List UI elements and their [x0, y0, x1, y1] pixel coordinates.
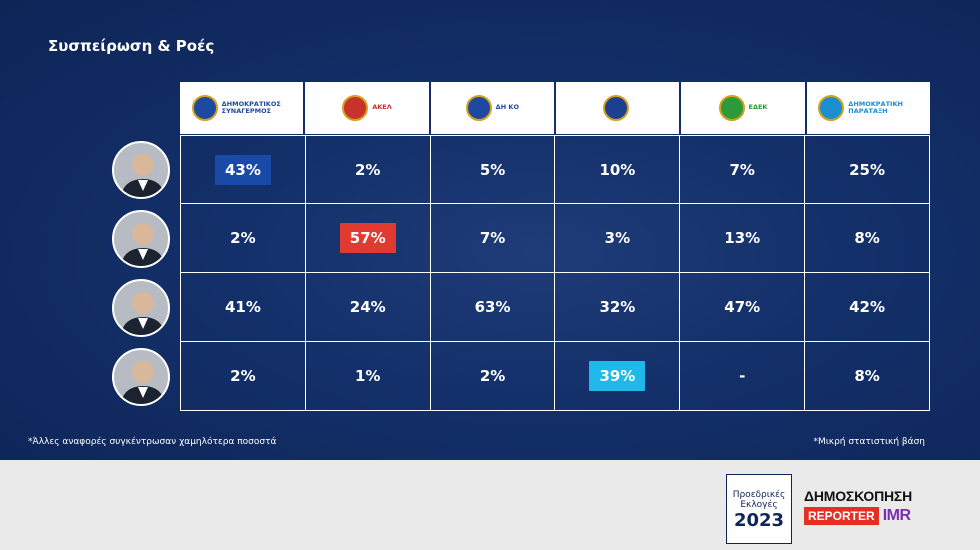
small-sample-star: * [543, 88, 551, 102]
candidate-avatar [112, 279, 170, 337]
election-line2: Εκλογές [740, 499, 778, 510]
election-line1: Προεδρικές [732, 490, 786, 500]
value-label: 47% [724, 298, 761, 316]
akel-logo-icon [342, 95, 369, 121]
footnote-right: *Μικρή στατιστική βάση [813, 437, 925, 447]
diko-logo-icon [465, 95, 492, 121]
candidate-avatar [112, 141, 170, 199]
table-cell: 5% [429, 135, 555, 204]
poll-brand: ΔΗΜΟΣΚΟΠΗΣΗ REPORTER IMR [804, 488, 936, 525]
election-year: 2023 [733, 509, 785, 531]
table-cell: 39% [554, 342, 680, 411]
value-label: 57% [339, 223, 396, 253]
table-cell: 10% [554, 135, 680, 204]
value-label: 39% [589, 361, 646, 391]
election-badge: Προεδρικές Εκλογές 2023 [726, 474, 792, 544]
table-row: 43% 2% 5% 10% 7% 25% [180, 135, 930, 204]
party-logo-cell: ΔΗ ΚΟ [430, 82, 554, 134]
value-label: - [739, 367, 746, 385]
value-label: 7% [479, 229, 506, 247]
value-label: 8% [854, 367, 880, 385]
table-cell: 2% [180, 342, 305, 411]
candidate-avatar [112, 210, 170, 268]
edek-logo-icon [718, 95, 745, 121]
table-cell: - [679, 342, 805, 411]
table-cell: 8% [804, 342, 930, 411]
imr-logo: IMR [882, 507, 911, 524]
value-label: 2% [230, 367, 256, 385]
footnote-left: *Άλλες αναφορές συγκέντρωσαν χαμηλότερα … [28, 437, 277, 447]
party-logo-label: ΑΚΕΛ [372, 103, 392, 112]
table-cell: 13% [679, 204, 805, 273]
value-label: 3% [604, 229, 631, 247]
footer-bar: Προεδρικές Εκλογές 2023 ΔΗΜΟΣΚΟΠΗΣΗ REPO… [0, 460, 980, 550]
value-label: 5% [479, 160, 506, 179]
table-cell: 2% [429, 342, 555, 411]
dipa-logo-icon [818, 95, 845, 121]
table-row: 2% 57% 7% 3% 13% 8% [180, 204, 930, 273]
party-logo-cell: * ΔΗΜΟΚΡΑΤΙΚΗ ΠΑΡΑΤΑΞΗ [795, 82, 930, 134]
table-cell: 43% [180, 135, 305, 204]
value-label: 8% [854, 229, 880, 247]
value-label: 2% [479, 367, 506, 385]
disy-logo-icon [191, 95, 218, 121]
table-cell: 24% [304, 273, 430, 342]
candidate-avatar [112, 348, 170, 406]
value-label: 24% [349, 298, 386, 316]
small-sample-star: * [794, 88, 801, 102]
party-logo-row: ΔΗΜΟΚΡΑΤΙΚΟΣ ΣΥΝΑΓΕΡΜΟΣ ΑΚΕΛ ΔΗ ΚΟ * * ΕΔΕΚ * Δ… [180, 82, 930, 134]
value-label: 41% [224, 298, 261, 316]
value-label: 13% [724, 229, 761, 247]
table-cell: 25% [804, 135, 930, 204]
table-cell: 57% [304, 204, 430, 273]
value-label: 7% [729, 160, 755, 179]
value-label: 1% [355, 367, 381, 385]
value-label: 10% [599, 160, 636, 179]
table-cell: 2% [304, 135, 430, 204]
party-logo-cell: * ΕΔΕΚ [669, 82, 805, 134]
party-logo-label: ΔΗΜΟΚΡΑΤΙΚΟΣ ΣΥΝΑΓΕΡΜΟΣ [221, 99, 281, 115]
table-cell: 2% [180, 204, 305, 273]
page-title: Συσπείρωση & Ροές [48, 37, 215, 55]
party-logo-cell: ΔΗΜΟΚΡΑΤΙΚΟΣ ΣΥΝΑΓΕΡΜΟΣ [180, 82, 304, 134]
reporter-logo: REPORTER [804, 507, 879, 525]
results-table: 43% 2% 5% 10% 7% 25% 2% 57% 7% 3% 13% 8% 41% 24% 63% 32… [180, 135, 930, 411]
table-cell: 1% [304, 342, 430, 411]
value-label: 32% [599, 298, 636, 316]
party-logo-cell: ΑΚΕΛ [305, 82, 429, 134]
table-cell: 32% [554, 273, 680, 342]
table-cell: 8% [804, 204, 930, 273]
table-cell: 63% [429, 273, 555, 342]
value-label: 2% [230, 229, 256, 247]
table-cell: 41% [180, 273, 305, 342]
party-logo-cell: * [544, 82, 680, 134]
value-label: 63% [474, 298, 511, 316]
value-label: 43% [214, 154, 271, 185]
slide-background: Συσπείρωση & Ροές ΔΗΜΟΚΡΑΤΙΚΟΣ ΣΥΝΑΓΕΡΜΟ… [0, 0, 980, 460]
value-label: 42% [849, 298, 885, 316]
table-cell: 42% [804, 273, 930, 342]
elam-logo-icon [602, 95, 629, 121]
party-logo-label: ΔΗΜΟΚΡΑΤΙΚΗ ΠΑΡΑΤΑΞΗ [848, 99, 903, 115]
poll-heading: ΔΗΜΟΣΚΟΠΗΣΗ [804, 488, 913, 504]
value-label: 25% [849, 160, 885, 179]
party-logo-label: ΔΗ ΚΟ [495, 103, 519, 112]
table-cell: 7% [429, 204, 555, 273]
small-sample-star: * [669, 88, 676, 102]
table-cell: 3% [554, 204, 680, 273]
table-cell: 7% [679, 135, 805, 204]
value-label: 2% [355, 160, 381, 179]
table-row: 41% 24% 63% 32% 47% 42% [180, 273, 930, 342]
party-logo-label: ΕΔΕΚ [748, 103, 768, 112]
table-cell: 47% [679, 273, 805, 342]
table-row: 2% 1% 2% 39% - 8% [180, 342, 930, 411]
